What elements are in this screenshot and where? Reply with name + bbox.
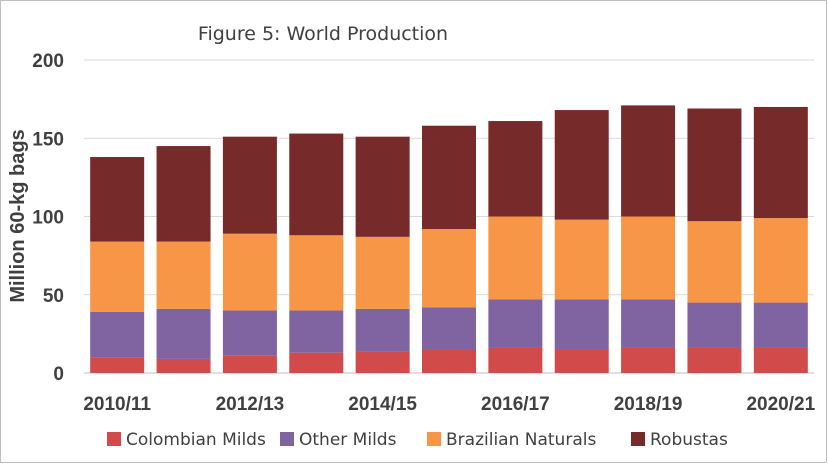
bar-segment-robustas	[422, 125, 476, 230]
bar-stack-2017-18	[554, 110, 609, 373]
x-tick-label: 2010/11	[83, 394, 151, 415]
bar-segment-other-milds	[554, 299, 609, 350]
legend-label: Other Milds	[299, 430, 397, 450]
legend-label: Robustas	[650, 430, 728, 450]
legend-item-other-milds: Other Milds	[280, 430, 397, 450]
bar-segment-colombian-milds	[621, 347, 676, 373]
bar-segment-brazilian-naturals	[687, 221, 742, 303]
bar-segment-colombian-milds	[687, 347, 742, 373]
bar-segment-colombian-milds	[222, 355, 277, 373]
legend-item-robustas: Robustas	[631, 430, 728, 450]
y-axis-label: Million 60-kg bags	[7, 129, 29, 302]
bar-segment-brazilian-naturals	[554, 219, 609, 300]
bar-stack-2019-20	[687, 108, 742, 373]
legend-label: Brazilian Naturals	[446, 430, 596, 450]
legend-item-brazilian-naturals: Brazilian Naturals	[427, 430, 596, 450]
legend-swatch	[427, 432, 441, 446]
bar-segment-robustas	[90, 157, 145, 242]
bar-segment-other-milds	[222, 310, 277, 356]
bar-segment-colombian-milds	[355, 351, 410, 373]
bar-stack-2015-16	[422, 125, 476, 373]
bar-segment-other-milds	[90, 311, 145, 358]
legend-swatch	[280, 432, 294, 446]
bar-segment-brazilian-naturals	[222, 233, 277, 311]
legend-swatch	[631, 432, 645, 446]
bar-segment-robustas	[355, 136, 410, 237]
x-tick-label: 2012/13	[216, 394, 285, 415]
legend-label: Colombian Milds	[126, 430, 266, 450]
bar-segment-brazilian-naturals	[289, 235, 344, 311]
bar-segment-other-milds	[355, 308, 410, 352]
bar-segment-other-milds	[621, 299, 676, 348]
chart-title: Figure 5: World Production	[198, 23, 448, 45]
bar-segment-brazilian-naturals	[422, 229, 476, 308]
bar-segment-brazilian-naturals	[156, 241, 211, 309]
bar-segment-colombian-milds	[90, 357, 145, 373]
x-tick-label: 2014/15	[348, 394, 417, 415]
bar-segment-other-milds	[289, 310, 344, 353]
bar-segment-colombian-milds	[488, 347, 543, 373]
bar-stack-2013-14	[289, 133, 344, 373]
bar-segment-robustas	[753, 106, 808, 219]
bar-segment-robustas	[621, 105, 676, 217]
bar-segment-brazilian-naturals	[753, 218, 808, 303]
bar-segment-colombian-milds	[554, 349, 609, 373]
legend-item-colombian-milds: Colombian Milds	[107, 430, 266, 450]
bar-stack-2010-11	[90, 157, 145, 373]
x-axis-ticks: 2010/11 2012/13 2014/15 2016/17 2018/19 2020/…	[83, 394, 815, 415]
bar-stack-2014-15	[355, 136, 410, 373]
bar-segment-colombian-milds	[156, 358, 211, 373]
bar-stack-2016-17	[488, 121, 543, 373]
bar-segment-colombian-milds	[289, 352, 344, 373]
bar-segment-brazilian-naturals	[90, 241, 145, 312]
legend: Colombian Milds Other Milds Brazilian Natu…	[107, 430, 728, 450]
x-tick-label: 2016/17	[481, 394, 550, 415]
y-axis-ticks: 0 50 100 150 200	[32, 51, 64, 385]
legend-swatch	[107, 432, 121, 446]
y-tick-label: 150	[32, 129, 64, 150]
y-tick-label: 200	[32, 51, 64, 72]
x-tick-label: 2020/21	[746, 394, 815, 415]
bar-segment-brazilian-naturals	[621, 216, 676, 300]
bar-segment-brazilian-naturals	[488, 216, 543, 300]
bar-segment-colombian-milds	[422, 349, 476, 373]
y-tick-label: 50	[43, 286, 64, 307]
bar-segment-robustas	[222, 136, 277, 234]
bar-stack-2018-19	[621, 105, 676, 373]
bar-segment-robustas	[554, 110, 609, 220]
bar-segment-robustas	[156, 146, 211, 242]
bar-segment-other-milds	[753, 302, 808, 348]
bar-segment-other-milds	[488, 299, 543, 348]
x-tick-label: 2018/19	[614, 394, 683, 415]
bar-segment-colombian-milds	[753, 347, 808, 373]
bar-stack-2020-21	[753, 106, 808, 373]
bar-stack-2012-13	[222, 136, 277, 373]
bar-segment-other-milds	[422, 307, 476, 350]
bar-stack-2011-12	[156, 146, 211, 373]
bar-segment-robustas	[687, 108, 742, 222]
bar-segment-robustas	[289, 133, 344, 236]
bar-segment-robustas	[488, 121, 543, 217]
bar-segment-other-milds	[687, 302, 742, 348]
y-tick-label: 100	[32, 208, 64, 229]
bar-segment-brazilian-naturals	[355, 236, 410, 309]
bars	[90, 105, 808, 373]
bar-segment-other-milds	[156, 308, 211, 359]
y-tick-label: 0	[53, 364, 64, 385]
